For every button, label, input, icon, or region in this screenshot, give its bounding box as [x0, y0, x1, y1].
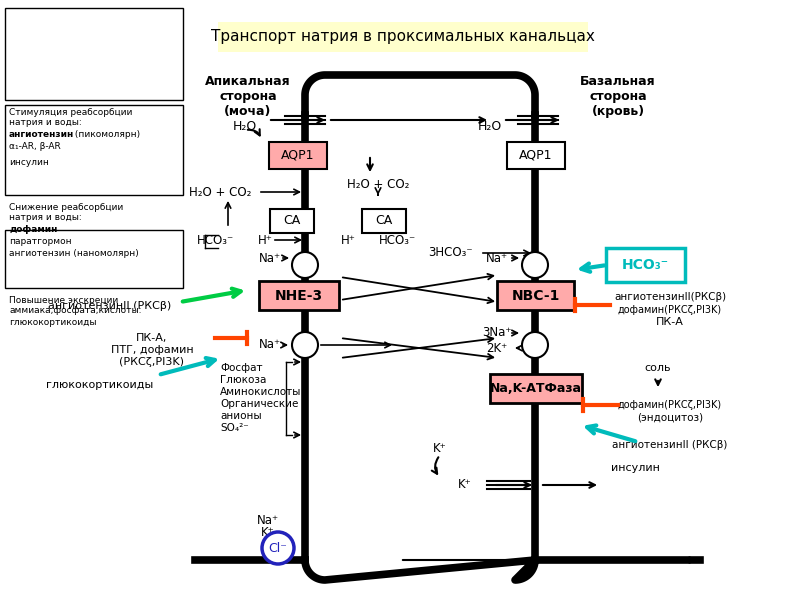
Text: Повышение экскреции: Повышение экскреции [9, 296, 118, 305]
Text: ангиотензин (наномолярн): ангиотензин (наномолярн) [9, 249, 138, 258]
Text: AQP1: AQP1 [519, 149, 553, 162]
Text: H₂O + CO₂: H₂O + CO₂ [347, 179, 409, 191]
Text: H₂O: H₂O [478, 119, 502, 133]
Text: HCO₃⁻: HCO₃⁻ [196, 233, 234, 247]
Text: Стимуляция реабсорбции: Стимуляция реабсорбции [9, 108, 132, 117]
FancyBboxPatch shape [362, 209, 406, 233]
Circle shape [292, 332, 318, 358]
Text: Na⁺: Na⁺ [486, 251, 508, 265]
FancyBboxPatch shape [218, 22, 588, 52]
Text: ПК-А,: ПК-А, [136, 333, 168, 343]
Text: Аминокислоты: Аминокислоты [220, 387, 302, 397]
Text: глюкокортикоиды: глюкокортикоиды [9, 318, 97, 327]
FancyBboxPatch shape [606, 248, 685, 282]
Text: Фосфат: Фосфат [220, 363, 262, 373]
Text: NBC-1: NBC-1 [511, 289, 560, 302]
Circle shape [522, 252, 548, 278]
Text: ангиотензинII (РКСβ): ангиотензинII (РКСβ) [48, 301, 172, 311]
Text: SO₄²⁻: SO₄²⁻ [220, 423, 249, 433]
Text: Na⁺: Na⁺ [257, 514, 279, 527]
Text: 3HCO₃⁻: 3HCO₃⁻ [428, 247, 472, 259]
Circle shape [522, 332, 548, 358]
Text: Органические: Органические [220, 399, 298, 409]
Text: α₁-AR, β-AR: α₁-AR, β-AR [9, 142, 61, 151]
Text: CA: CA [283, 214, 301, 227]
Text: дофамин(РКСζ,PI3K): дофамин(РКСζ,PI3K) [618, 400, 722, 410]
Text: HCO₃⁻: HCO₃⁻ [622, 258, 669, 272]
Text: Na⁺: Na⁺ [259, 338, 281, 352]
Text: K⁺: K⁺ [458, 479, 472, 491]
Text: CA: CA [375, 214, 393, 227]
Text: инсулин: инсулин [9, 158, 49, 167]
Bar [5, 8, 183, 100]
FancyBboxPatch shape [507, 142, 565, 169]
Text: Na⁺: Na⁺ [259, 251, 281, 265]
Text: Транспорт натрия в проксимальных канальцах: Транспорт натрия в проксимальных канальц… [211, 29, 595, 44]
Text: Базальная
сторона
(кровь): Базальная сторона (кровь) [580, 75, 656, 118]
Text: H₂O: H₂O [233, 119, 257, 133]
Text: дофамин: дофамин [9, 225, 58, 234]
Text: Cl⁻: Cl⁻ [269, 541, 287, 554]
FancyBboxPatch shape [269, 142, 327, 169]
Text: (РКСζ,PI3K): (РКСζ,PI3K) [119, 357, 185, 367]
Text: натрия и воды:: натрия и воды: [9, 213, 82, 222]
Text: 2K⁺: 2K⁺ [486, 341, 508, 355]
Text: H⁺: H⁺ [341, 233, 355, 247]
Text: H⁺: H⁺ [258, 233, 273, 247]
Text: паратгормон: паратгормон [9, 237, 72, 246]
Text: (эндоцитоз): (эндоцитоз) [637, 412, 703, 422]
Text: NHE-3: NHE-3 [275, 289, 323, 302]
FancyBboxPatch shape [490, 374, 582, 403]
Text: глюкокортикоиды: глюкокортикоиды [46, 380, 154, 390]
FancyBboxPatch shape [270, 209, 314, 233]
Circle shape [262, 532, 294, 564]
Text: дофамин(РКСζ,PI3K): дофамин(РКСζ,PI3K) [618, 305, 722, 315]
Text: анионы: анионы [220, 411, 262, 421]
Text: ПТГ, дофамин: ПТГ, дофамин [110, 345, 194, 355]
Bar [5, 230, 183, 288]
Text: 3Na⁺: 3Na⁺ [482, 326, 512, 340]
Text: HCO₃⁻: HCO₃⁻ [379, 233, 417, 247]
Text: ангиотензинII(РКСβ): ангиотензинII(РКСβ) [614, 292, 726, 302]
Text: AQP1: AQP1 [282, 149, 314, 162]
Text: ангиотензинII (РКСβ): ангиотензинII (РКСβ) [612, 440, 728, 450]
Text: (пикомолярн): (пикомолярн) [72, 130, 140, 139]
Text: ангиотензин: ангиотензин [9, 130, 74, 139]
FancyBboxPatch shape [497, 281, 574, 310]
Text: Апикальная
сторона
(моча): Апикальная сторона (моча) [205, 75, 291, 118]
FancyBboxPatch shape [259, 281, 339, 310]
Text: K⁺: K⁺ [433, 442, 447, 455]
Circle shape [292, 252, 318, 278]
Text: инсулин: инсулин [610, 463, 659, 473]
Text: Снижение реабсорбции: Снижение реабсорбции [9, 203, 123, 212]
Text: соль: соль [645, 363, 671, 373]
Text: натрия и воды:: натрия и воды: [9, 118, 82, 127]
Text: ПК-А: ПК-А [656, 317, 684, 327]
Text: аммиака,фосфата,кислоты:: аммиака,фосфата,кислоты: [9, 306, 142, 315]
Bar [5, 105, 183, 195]
Text: H₂O + CO₂: H₂O + CO₂ [189, 185, 251, 199]
Text: Глюкоза: Глюкоза [220, 375, 266, 385]
Text: Na,K-АТФаза: Na,K-АТФаза [490, 382, 582, 395]
Text: K⁺: K⁺ [261, 526, 275, 539]
